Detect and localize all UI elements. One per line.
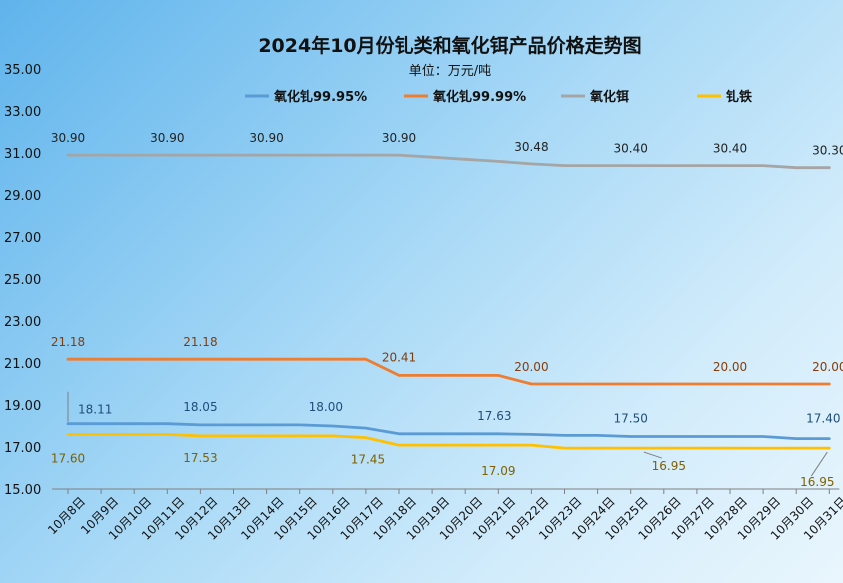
data-label: 18.11 xyxy=(78,403,112,417)
series-line xyxy=(66,422,831,441)
data-label: 30.40 xyxy=(614,142,648,156)
data-label: 17.50 xyxy=(614,412,648,426)
data-label: 18.05 xyxy=(183,400,217,414)
data-label: 20.41 xyxy=(382,350,416,364)
data-label: 17.45 xyxy=(351,453,385,467)
data-label: 30.90 xyxy=(382,131,416,145)
y-tick-label: 31.00 xyxy=(4,147,41,162)
data-label: 18.00 xyxy=(309,400,343,414)
legend-label: 氧化铒 xyxy=(589,89,629,105)
data-label-leader xyxy=(810,451,828,477)
series-lines xyxy=(66,153,831,450)
data-label: 30.90 xyxy=(51,131,85,145)
data-label: 21.18 xyxy=(183,335,217,349)
series-line xyxy=(66,153,831,170)
data-label: 30.90 xyxy=(150,131,184,145)
y-tick-label: 29.00 xyxy=(4,189,41,204)
y-tick-label: 23.00 xyxy=(4,315,41,330)
data-label: 16.95 xyxy=(652,459,686,473)
data-label: 21.18 xyxy=(51,335,85,349)
y-tick-label: 27.00 xyxy=(4,231,41,246)
y-axis: 15.00 17.00 19.00 21.00 23.00 25.00 27.00 29.00… xyxy=(4,63,41,498)
y-tick-label: 21.00 xyxy=(4,357,41,372)
y-tick-label: 15.00 xyxy=(4,483,41,498)
data-label: 30.40 xyxy=(713,142,747,156)
x-axis: 10月8日10月9日10月10日10月11日10月12日10月13日10月14日… xyxy=(45,488,843,543)
data-label: 16.95 xyxy=(800,475,834,489)
chart-title: 2024年10月份钆类和氧化铒产品价格走势图 xyxy=(258,34,641,57)
legend-label: 氧化钆99.95% xyxy=(273,89,367,105)
data-labels: 18.11 18.05 18.00 17.63 17.50 17.40 21.18 21.18… xyxy=(51,131,843,489)
data-label: 30.90 xyxy=(249,131,283,145)
chart-subtitle: 单位：万元/吨 xyxy=(409,64,491,79)
y-tick-label: 25.00 xyxy=(4,273,41,288)
data-label: 17.09 xyxy=(481,464,515,478)
data-label: 17.60 xyxy=(51,451,85,465)
data-label: 17.53 xyxy=(183,451,217,465)
data-label: 30.30 xyxy=(812,144,843,158)
data-label: 17.63 xyxy=(477,409,511,423)
series-line xyxy=(66,432,831,450)
data-label-leader xyxy=(643,451,662,459)
series-line xyxy=(66,357,831,386)
y-tick-label: 17.00 xyxy=(4,441,41,456)
data-label: 20.00 xyxy=(514,360,548,374)
data-label: 20.00 xyxy=(713,360,747,374)
data-label: 20.00 xyxy=(812,360,843,374)
data-label: 30.48 xyxy=(514,140,548,154)
data-label: 17.40 xyxy=(806,412,840,426)
y-tick-label: 33.00 xyxy=(4,105,41,120)
legend-label: 钆铁 xyxy=(726,89,752,105)
legend: 氧化钆99.95% 氧化钆99.99% 氧化铒 钆铁 xyxy=(245,89,752,105)
legend-label: 氧化钆99.99% xyxy=(432,89,526,105)
y-tick-label: 19.00 xyxy=(4,399,41,414)
y-tick-label: 35.00 xyxy=(4,63,41,78)
